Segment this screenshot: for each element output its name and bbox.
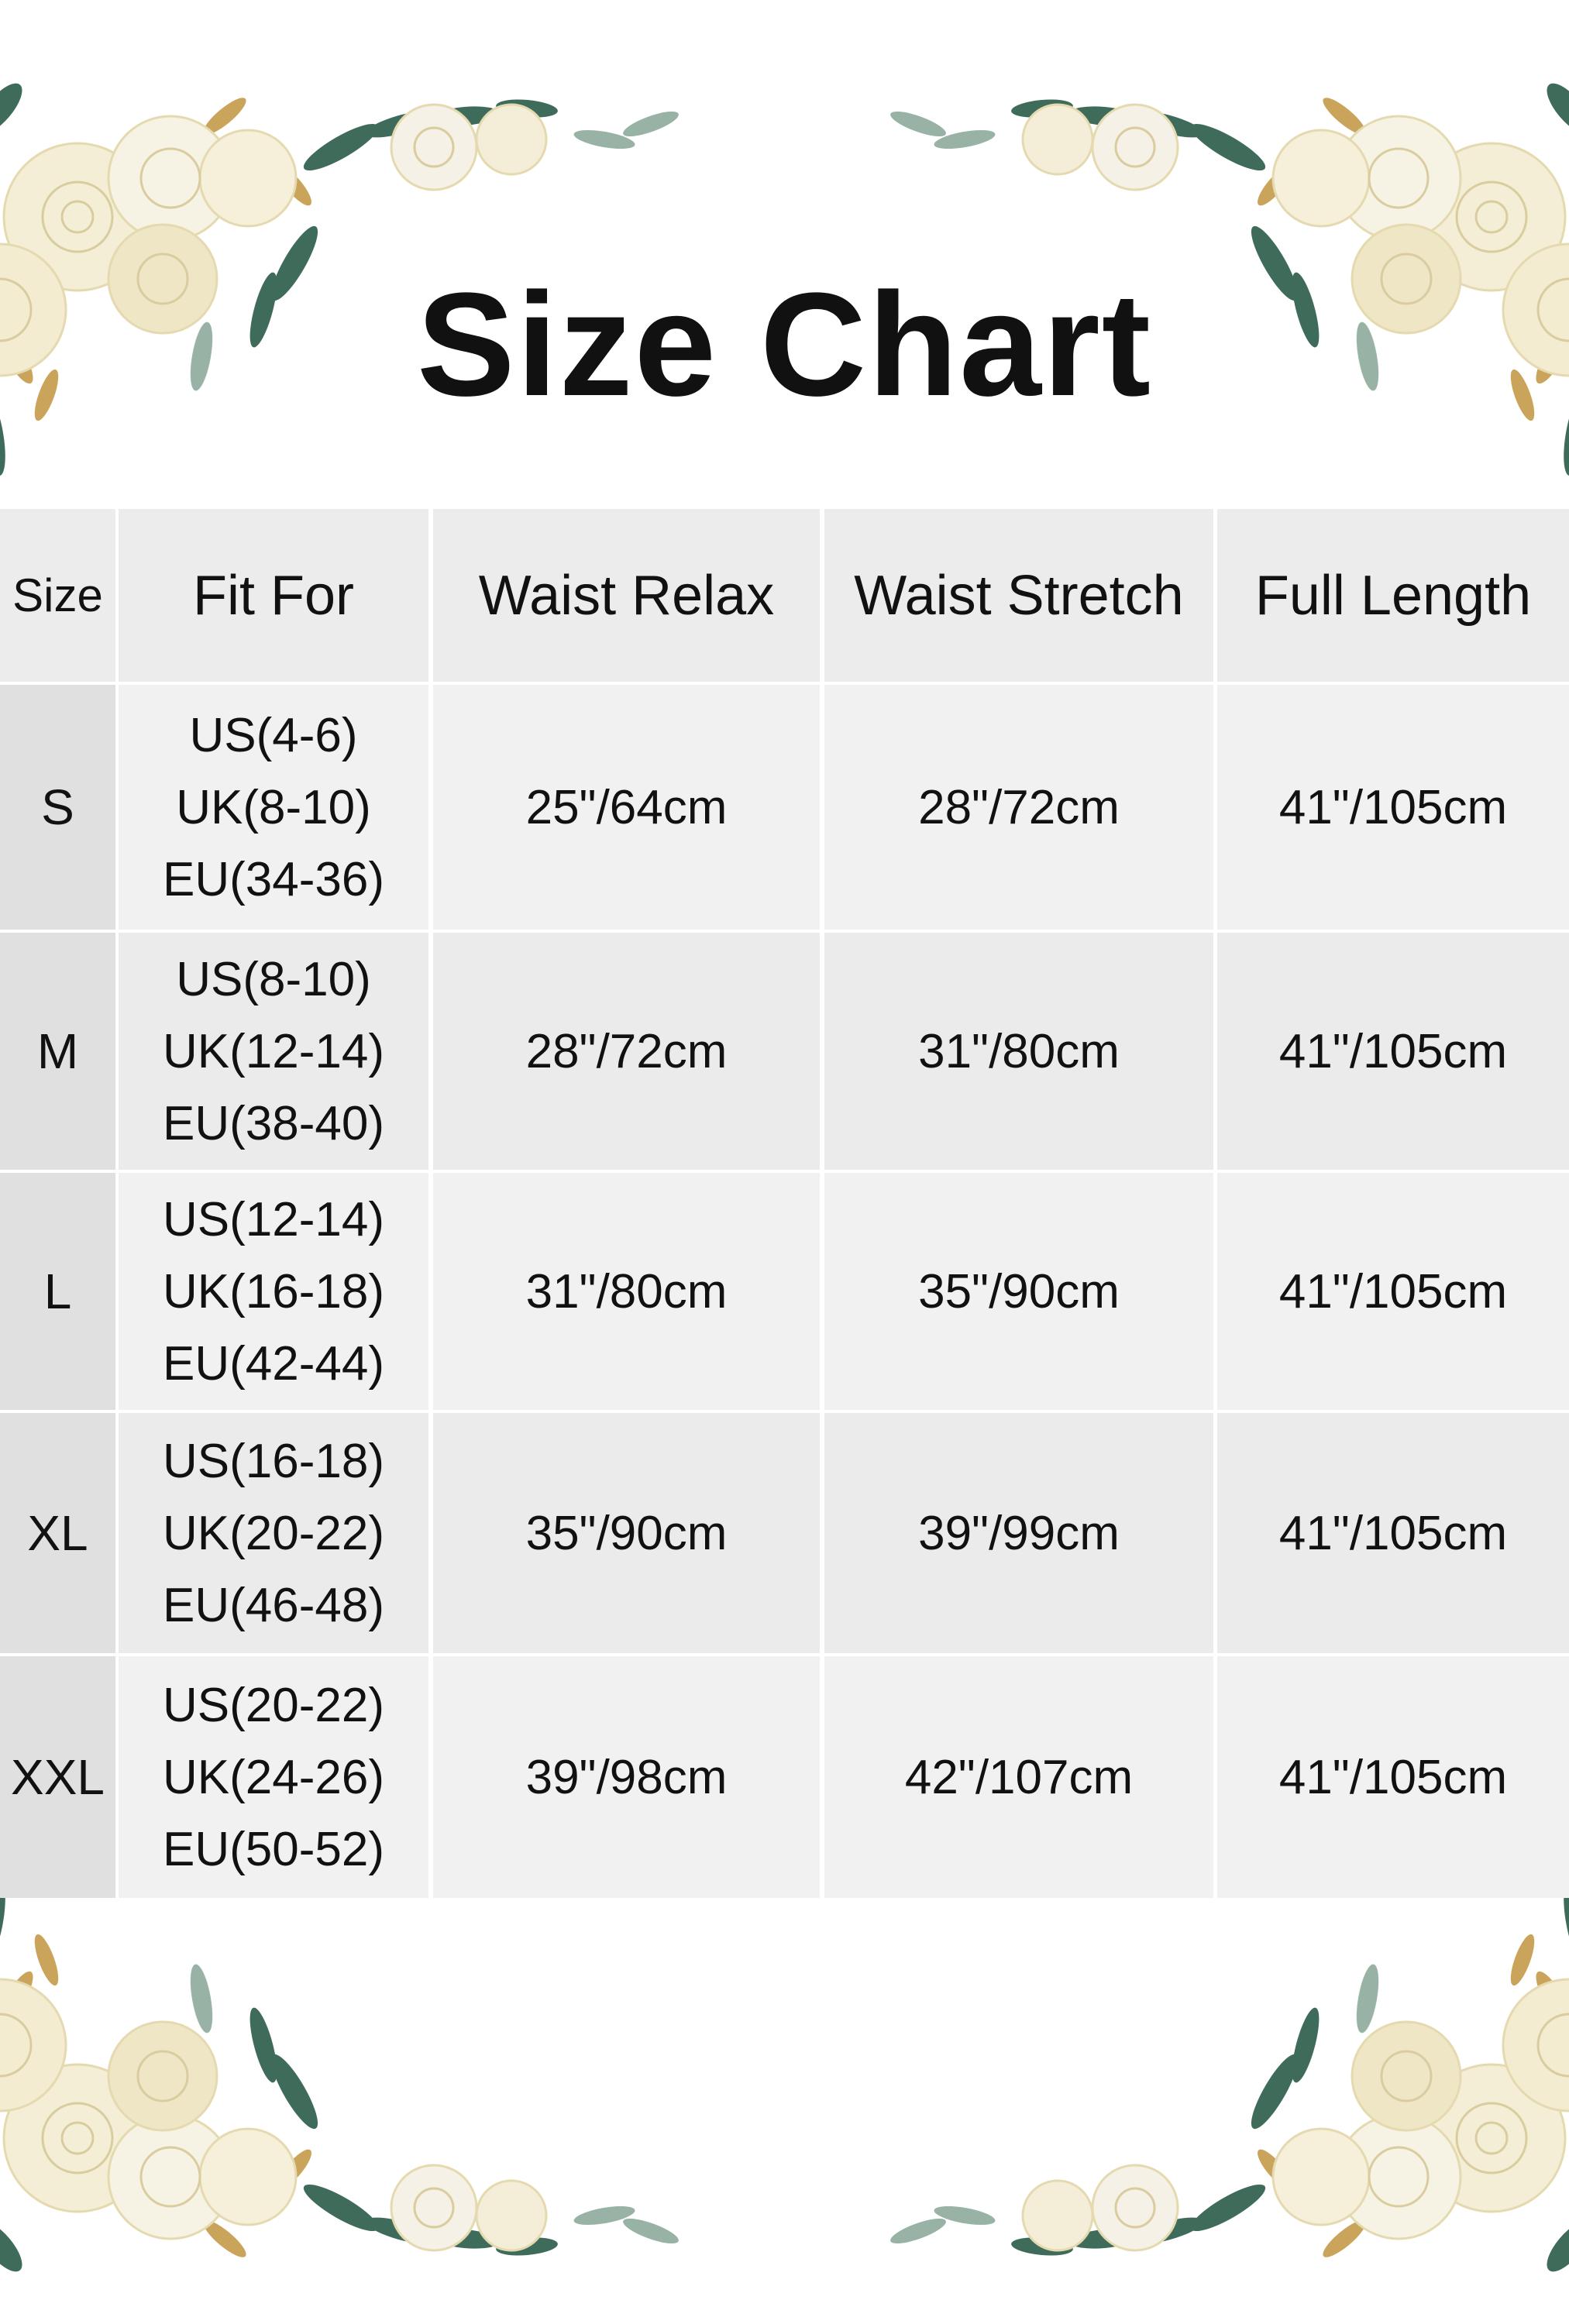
waist-stretch-cell: 28"/72cm	[824, 685, 1213, 930]
fit-for-line: EU(38-40)	[163, 1096, 384, 1150]
fit-for-line: US(12-14)	[163, 1192, 384, 1246]
header-full-length: Full Length	[1217, 509, 1569, 682]
fit-for-line: EU(46-48)	[163, 1578, 384, 1632]
full-length-value: 41"/105cm	[1278, 1264, 1508, 1318]
waist-relax-cell: 35"/90cm	[433, 1413, 820, 1653]
size-label: M	[36, 1023, 79, 1079]
waist-stretch-cell: 39"/99cm	[824, 1413, 1213, 1653]
full-length-cell: 41"/105cm	[1217, 685, 1569, 930]
header-waist-relax-label: Waist Relax	[478, 564, 775, 627]
fit-for-line: US(4-6)	[189, 708, 358, 762]
waist-relax-value: 25"/64cm	[525, 780, 728, 834]
full-length-value: 41"/105cm	[1278, 1506, 1508, 1560]
header-fit-for: Fit For	[119, 509, 428, 682]
waist-relax-cell: 31"/80cm	[433, 1173, 820, 1410]
waist-stretch-value: 35"/90cm	[918, 1264, 1120, 1318]
waist-stretch-cell: 31"/80cm	[824, 933, 1213, 1170]
waist-relax-value: 35"/90cm	[525, 1506, 728, 1560]
waist-relax-value: 39"/98cm	[525, 1750, 728, 1804]
waist-relax-cell: 39"/98cm	[433, 1656, 820, 1898]
fit-for-cell: US(4-6) UK(8-10) EU(34-36)	[119, 685, 428, 930]
waist-stretch-cell: 42"/107cm	[824, 1656, 1213, 1898]
waist-relax-cell: 28"/72cm	[433, 933, 820, 1170]
fit-for-cell: US(16-18) UK(20-22) EU(46-48)	[119, 1413, 428, 1653]
fit-for-line: US(8-10)	[176, 952, 371, 1006]
full-length-value: 41"/105cm	[1278, 1750, 1508, 1804]
fit-for-cell: US(12-14) UK(16-18) EU(42-44)	[119, 1173, 428, 1410]
fit-for-line: EU(34-36)	[163, 852, 384, 906]
fit-for-line: UK(8-10)	[176, 780, 371, 834]
size-cell: M	[0, 933, 115, 1170]
header-waist-relax: Waist Relax	[433, 509, 820, 682]
fit-for-cell: US(8-10) UK(12-14) EU(38-40)	[119, 933, 428, 1170]
fit-for-line: UK(12-14)	[163, 1024, 384, 1078]
page-title: Size Chart	[0, 256, 1569, 434]
size-label: L	[43, 1263, 72, 1319]
fit-for-cell: US(20-22) UK(24-26) EU(50-52)	[119, 1656, 428, 1898]
fit-for-line: US(20-22)	[163, 1678, 384, 1732]
size-label: XL	[27, 1505, 88, 1561]
header-size: Size	[0, 509, 115, 682]
full-length-cell: 41"/105cm	[1217, 933, 1569, 1170]
waist-stretch-value: 42"/107cm	[904, 1750, 1134, 1804]
header-waist-stretch: Waist Stretch	[824, 509, 1213, 682]
waist-stretch-value: 39"/99cm	[918, 1506, 1120, 1560]
waist-stretch-value: 31"/80cm	[918, 1024, 1120, 1078]
waist-relax-value: 31"/80cm	[525, 1264, 728, 1318]
floral-decoration-bottom-left	[0, 1875, 683, 2280]
page-title-text: Size Chart	[416, 263, 1153, 427]
full-length-cell: 41"/105cm	[1217, 1413, 1569, 1653]
header-full-length-label: Full Length	[1254, 564, 1532, 627]
fit-for-line: UK(24-26)	[163, 1750, 384, 1804]
size-label: XXL	[11, 1749, 105, 1805]
size-cell: XL	[0, 1413, 115, 1653]
header-fit-for-label: Fit For	[193, 564, 354, 627]
full-length-value: 41"/105cm	[1278, 780, 1508, 834]
waist-relax-cell: 25"/64cm	[433, 685, 820, 930]
waist-stretch-value: 28"/72cm	[918, 780, 1120, 834]
fit-for-line: UK(16-18)	[163, 1264, 384, 1318]
waist-stretch-cell: 35"/90cm	[824, 1173, 1213, 1410]
waist-relax-value: 28"/72cm	[525, 1024, 728, 1078]
fit-for-line: EU(42-44)	[163, 1336, 384, 1391]
header-size-label: Size	[12, 569, 103, 621]
fit-for-line: US(16-18)	[163, 1434, 384, 1488]
size-cell: S	[0, 685, 115, 930]
size-cell: XXL	[0, 1656, 115, 1898]
fit-for-line: EU(50-52)	[163, 1822, 384, 1876]
full-length-cell: 41"/105cm	[1217, 1173, 1569, 1410]
size-label: S	[41, 779, 74, 835]
floral-decoration-bottom-right	[886, 1875, 1569, 2280]
header-waist-stretch-label: Waist Stretch	[854, 564, 1184, 627]
full-length-value: 41"/105cm	[1278, 1024, 1508, 1078]
fit-for-line: UK(20-22)	[163, 1506, 384, 1560]
size-cell: L	[0, 1173, 115, 1410]
full-length-cell: 41"/105cm	[1217, 1656, 1569, 1898]
